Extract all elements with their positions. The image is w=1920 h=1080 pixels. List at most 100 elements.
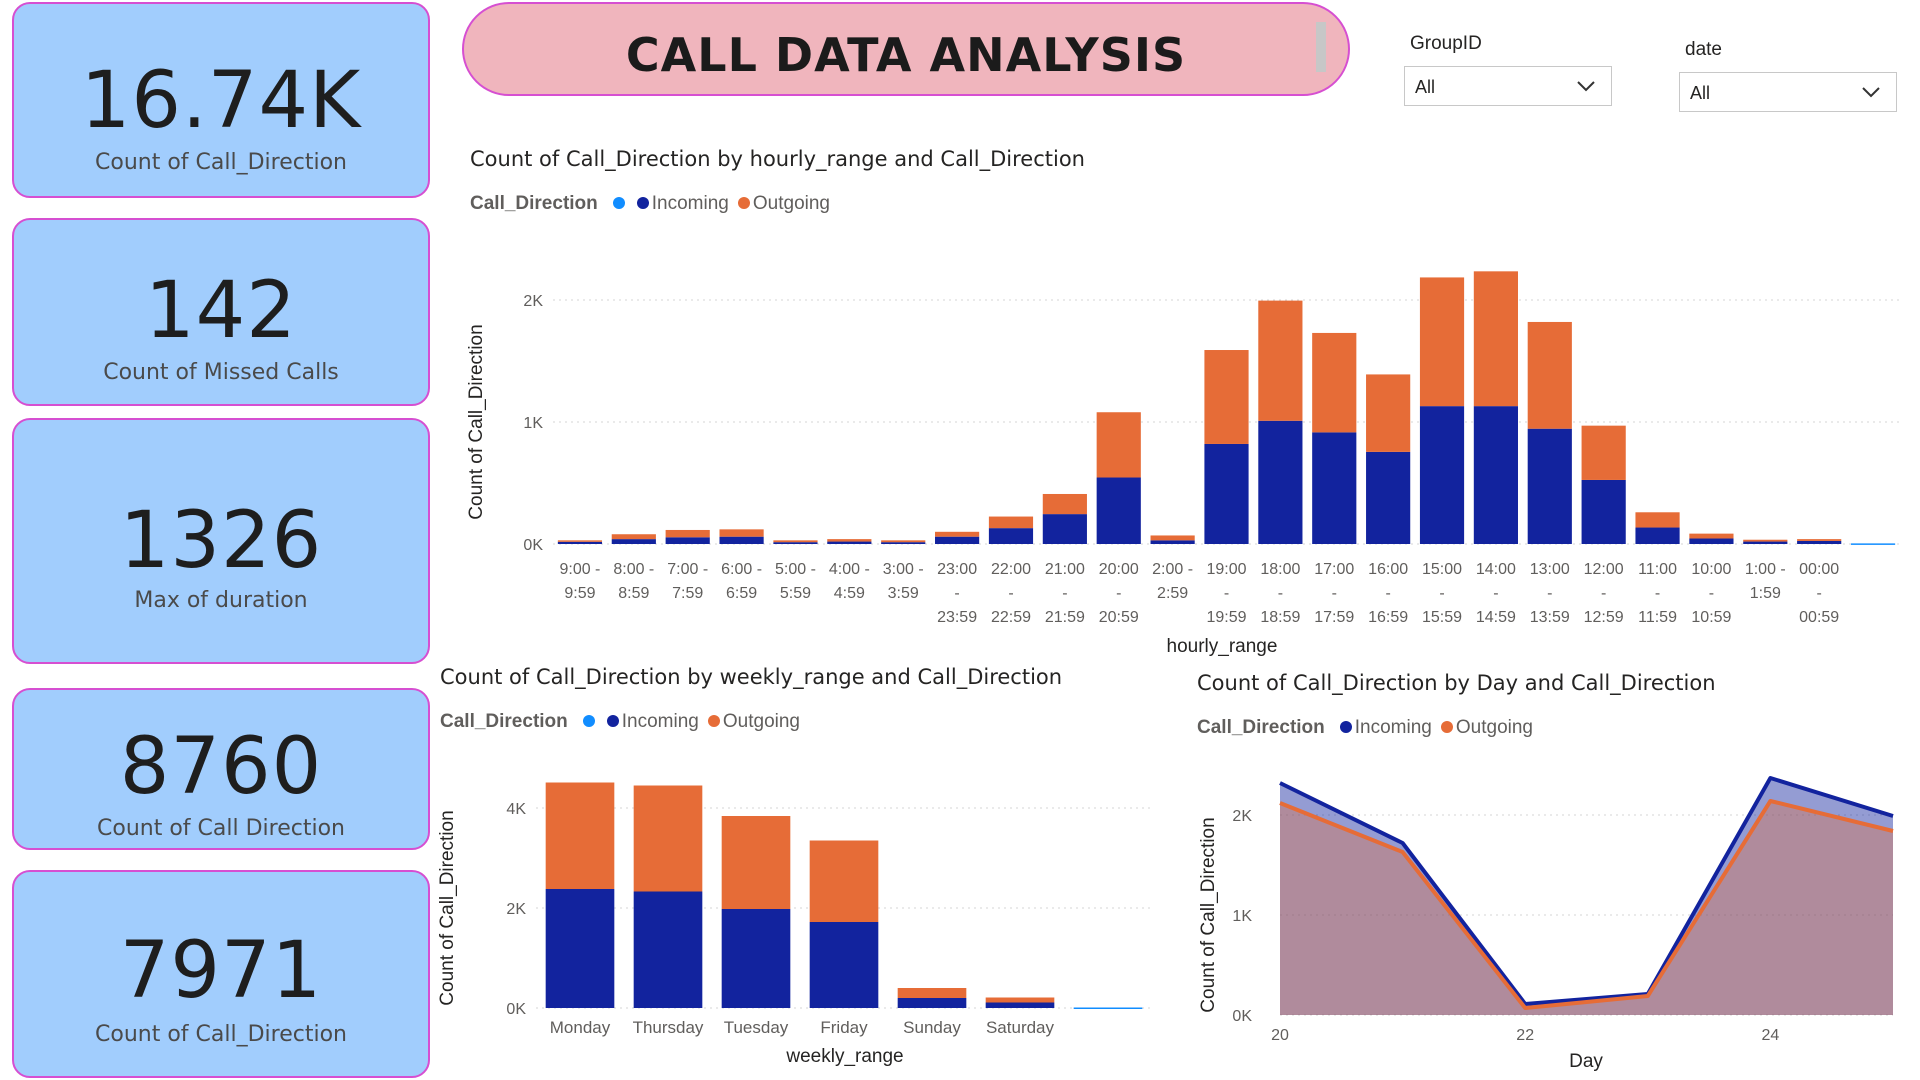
- y-axis-title: Count of Call_Direction: [466, 324, 487, 519]
- x-tick-label: 2:00 -: [1152, 561, 1193, 578]
- y-tick-label: 1K: [523, 415, 543, 432]
- x-tick-label: 11:00: [1638, 561, 1677, 578]
- hourly-chart-title: Count of Call_Direction by hourly_range …: [470, 147, 1085, 171]
- x-axis-title: weekly_range: [785, 1046, 903, 1067]
- x-tick-label: 6:00 -: [721, 561, 762, 578]
- x-tick-label: -: [1601, 585, 1606, 602]
- bar-incoming: [827, 541, 872, 544]
- x-tick-label: 21:59: [1045, 609, 1085, 626]
- x-tick-label: 7:59: [672, 585, 703, 602]
- bar-incoming: [665, 537, 710, 544]
- kpi-value: 1326: [119, 496, 323, 586]
- bar-incoming: [1096, 477, 1141, 544]
- bar-incoming: [719, 536, 764, 544]
- x-tick-label: 19:59: [1206, 609, 1246, 626]
- x-tick-label: Tuesday: [724, 1018, 789, 1037]
- x-tick-label: 17:00: [1314, 561, 1354, 578]
- bar-outgoing: [827, 539, 872, 542]
- x-tick-label: Monday: [550, 1018, 611, 1037]
- bar-incoming: [1366, 451, 1411, 544]
- kpi-card-missed-calls: 142 Count of Missed Calls: [12, 218, 430, 406]
- chevron-down-icon: [1862, 87, 1880, 98]
- bar-outgoing: [665, 529, 710, 538]
- bar-outgoing: [809, 840, 879, 922]
- x-tick-label: 24: [1762, 1027, 1780, 1044]
- slicer-date-value: All: [1690, 83, 1711, 103]
- legend-blank-dot: [582, 714, 595, 727]
- y-tick-label: 0K: [523, 537, 543, 554]
- x-tick-label: -: [1709, 585, 1714, 602]
- bar-incoming: [988, 528, 1034, 544]
- x-tick-label: 9:59: [564, 585, 595, 602]
- bar-incoming: [1312, 432, 1357, 544]
- bar-outgoing: [1366, 374, 1411, 452]
- x-tick-label: -: [1008, 585, 1013, 602]
- x-tick-label: -: [1332, 585, 1337, 602]
- bar-incoming: [1042, 514, 1087, 544]
- kpi-card-incoming-calls: 8760 Count of Call Direction: [12, 688, 430, 850]
- kpi-card-max-duration: 1326 Max of duration: [12, 418, 430, 664]
- legend-outgoing-label: Outgoing: [1455, 717, 1533, 738]
- bar-outgoing: [1042, 493, 1087, 515]
- bar-incoming: [1473, 406, 1518, 544]
- area-outgoing: [1280, 801, 1893, 1015]
- bar-incoming: [545, 889, 615, 1008]
- x-tick-label: 17:59: [1314, 609, 1354, 626]
- x-tick-label: 6:59: [726, 585, 757, 602]
- x-axis-title: Day: [1569, 1051, 1603, 1072]
- bar-incoming: [1635, 527, 1680, 544]
- bar-outgoing: [1204, 350, 1249, 444]
- kpi-label: Count of Call Direction: [97, 816, 345, 841]
- x-tick-label: 23:59: [937, 609, 977, 626]
- bar-outgoing: [633, 785, 703, 892]
- kpi-card-outgoing-calls: 7971 Count of Call_Direction: [12, 870, 430, 1078]
- kpi-value: 8760: [119, 722, 323, 812]
- bar-outgoing: [1797, 539, 1842, 541]
- bar-incoming: [1743, 541, 1788, 544]
- y-tick-label: 0K: [506, 1001, 526, 1018]
- x-tick-label: 3:59: [888, 585, 919, 602]
- x-tick-label: 20:59: [1099, 609, 1139, 626]
- slicer-date-label: date: [1685, 39, 1722, 60]
- bar-incoming: [1527, 428, 1572, 544]
- x-tick-label: -: [1493, 585, 1498, 602]
- legend-incoming-dot: [1339, 720, 1352, 733]
- x-tick-label: 12:59: [1584, 609, 1624, 626]
- y-axis-title: Count of Call_Direction: [1198, 817, 1219, 1012]
- x-tick-label: 12:00: [1584, 561, 1624, 578]
- bar-outgoing: [611, 534, 656, 540]
- x-tick-label: Saturday: [986, 1018, 1055, 1037]
- x-tick-label: -: [1278, 585, 1283, 602]
- bar-outgoing: [721, 816, 791, 909]
- slicer-groupid-dropdown[interactable]: All: [1404, 66, 1612, 106]
- x-tick-label: Sunday: [903, 1018, 961, 1037]
- legend-title: Call_Direction: [1197, 717, 1325, 738]
- x-tick-label: 4:00 -: [829, 561, 870, 578]
- bar-outgoing: [1635, 512, 1680, 528]
- bar-outgoing: [719, 529, 764, 537]
- legend-incoming-dot: [636, 196, 649, 209]
- x-tick-label: 20: [1271, 1027, 1289, 1044]
- x-tick-label: 13:00: [1530, 561, 1570, 578]
- page-title: CALL DATA ANALYSIS: [625, 28, 1187, 82]
- legend-incoming-label: Incoming: [621, 711, 699, 732]
- x-axis-title: hourly_range: [1167, 636, 1278, 657]
- kpi-label: Count of Call_Direction: [95, 1022, 347, 1047]
- bar-incoming: [935, 536, 980, 544]
- x-tick-label: 5:00 -: [775, 561, 816, 578]
- x-tick-label: 00:00: [1799, 561, 1839, 578]
- area-incoming: [1280, 778, 1893, 1015]
- kpi-card-total-calls: 16.74K Count of Call_Direction: [12, 2, 430, 198]
- y-tick-label: 2K: [523, 293, 543, 310]
- kpi-label: Count of Missed Calls: [103, 360, 339, 385]
- x-tick-label: 18:59: [1260, 609, 1300, 626]
- slicer-date-dropdown[interactable]: All: [1679, 72, 1897, 112]
- x-tick-label: 22: [1516, 1027, 1534, 1044]
- bar-outgoing: [1150, 535, 1195, 541]
- kpi-value: 142: [145, 266, 297, 356]
- resize-handle[interactable]: [1316, 22, 1326, 72]
- bar-outgoing: [1581, 425, 1626, 480]
